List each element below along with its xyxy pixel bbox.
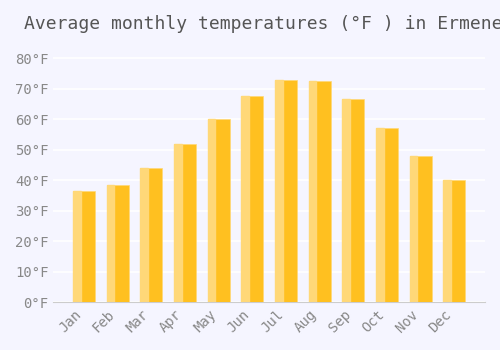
Bar [444,180,451,302]
Bar [208,119,216,302]
Bar [376,128,384,302]
Bar [73,191,80,302]
Bar [242,96,264,302]
Title: Average monthly temperatures (°F ) in Ermenek: Average monthly temperatures (°F ) in Er… [24,15,500,33]
Bar [106,185,128,302]
Bar [309,81,316,302]
Bar [140,168,162,302]
Bar [106,185,114,302]
Bar [275,79,282,302]
Bar [242,96,249,302]
Bar [444,180,466,302]
Bar [342,99,364,302]
Bar [309,81,330,302]
Bar [342,99,350,302]
Bar [73,191,95,302]
Bar [376,128,398,302]
Bar [140,168,148,302]
Bar [174,144,196,302]
Bar [174,144,182,302]
Bar [410,156,432,302]
Bar [410,156,418,302]
Bar [275,79,297,302]
Bar [208,119,230,302]
